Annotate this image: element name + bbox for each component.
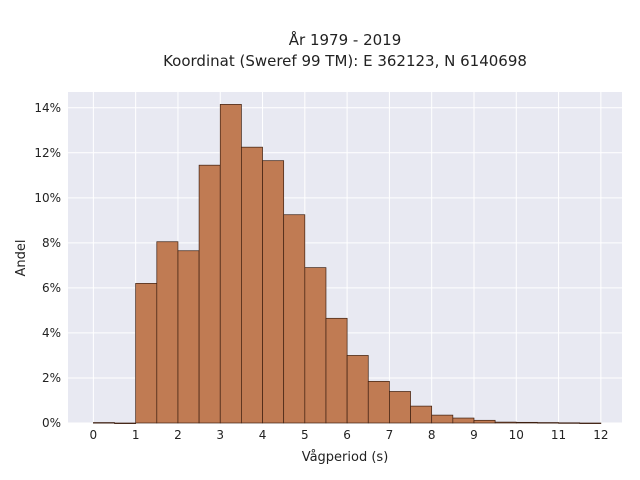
- y-tick-label: 6%: [42, 281, 61, 295]
- histogram-bar: [473, 419, 496, 424]
- x-tick-label: 0: [90, 428, 98, 442]
- histogram-bar: [494, 421, 517, 424]
- histogram-bar: [389, 391, 411, 424]
- y-tick-label: 10%: [34, 191, 61, 205]
- histogram-bar: [219, 104, 242, 424]
- y-tick-label: 8%: [42, 236, 61, 250]
- y-tick-label: 2%: [42, 371, 61, 385]
- histogram-bar: [452, 417, 475, 424]
- y-axis-label: Andel: [14, 240, 29, 277]
- histogram-bar: [367, 380, 390, 424]
- histogram-bar: [304, 267, 327, 424]
- histogram-bar: [114, 422, 137, 424]
- histogram-bar: [558, 422, 581, 424]
- histogram-bar: [537, 422, 559, 424]
- y-tick-label: 0%: [42, 416, 61, 430]
- y-tick-label: 4%: [42, 326, 61, 340]
- x-tick-label: 9: [470, 428, 478, 442]
- y-tick-labels: 0% 2% 4% 6% 8% 10% 12% 14%: [34, 101, 61, 430]
- x-tick-label: 7: [386, 428, 394, 442]
- histogram-bar: [135, 283, 158, 424]
- x-tick-label: 11: [551, 428, 566, 442]
- histogram-bar: [325, 317, 348, 424]
- x-tick-label: 1: [132, 428, 140, 442]
- y-tick-label: 12%: [34, 146, 61, 160]
- x-axis-label: Vågperiod (s): [302, 450, 389, 465]
- histogram-bar: [177, 250, 200, 424]
- histogram-bar: [93, 422, 115, 424]
- x-tick-label: 12: [593, 428, 608, 442]
- x-tick-label: 4: [259, 428, 267, 442]
- histogram-bar: [346, 355, 369, 424]
- histogram-bar: [262, 160, 285, 424]
- chart-title-line-1: År 1979 - 2019: [289, 30, 402, 49]
- x-tick-label: 5: [301, 428, 309, 442]
- x-tick-labels: 0 1 2 3 4 5 6 7 8 9 10 11 12: [90, 428, 609, 442]
- histogram-bar: [579, 422, 602, 424]
- histogram-bar: [283, 214, 306, 424]
- x-tick-label: 2: [174, 428, 182, 442]
- histogram-bar: [431, 414, 454, 424]
- x-tick-label: 10: [509, 428, 524, 442]
- bars: [93, 104, 602, 424]
- histogram-bar: [515, 421, 538, 424]
- chart-title-line-2: Koordinat (Sweref 99 TM): E 362123, N 61…: [163, 52, 527, 70]
- histogram-bar: [241, 146, 263, 424]
- histogram-bar: [156, 241, 179, 424]
- x-tick-label: 6: [343, 428, 351, 442]
- histogram-bar: [410, 405, 433, 424]
- x-tick-label: 8: [428, 428, 436, 442]
- histogram-bar: [198, 164, 221, 424]
- x-tick-label: 3: [216, 428, 224, 442]
- y-tick-label: 14%: [34, 101, 61, 115]
